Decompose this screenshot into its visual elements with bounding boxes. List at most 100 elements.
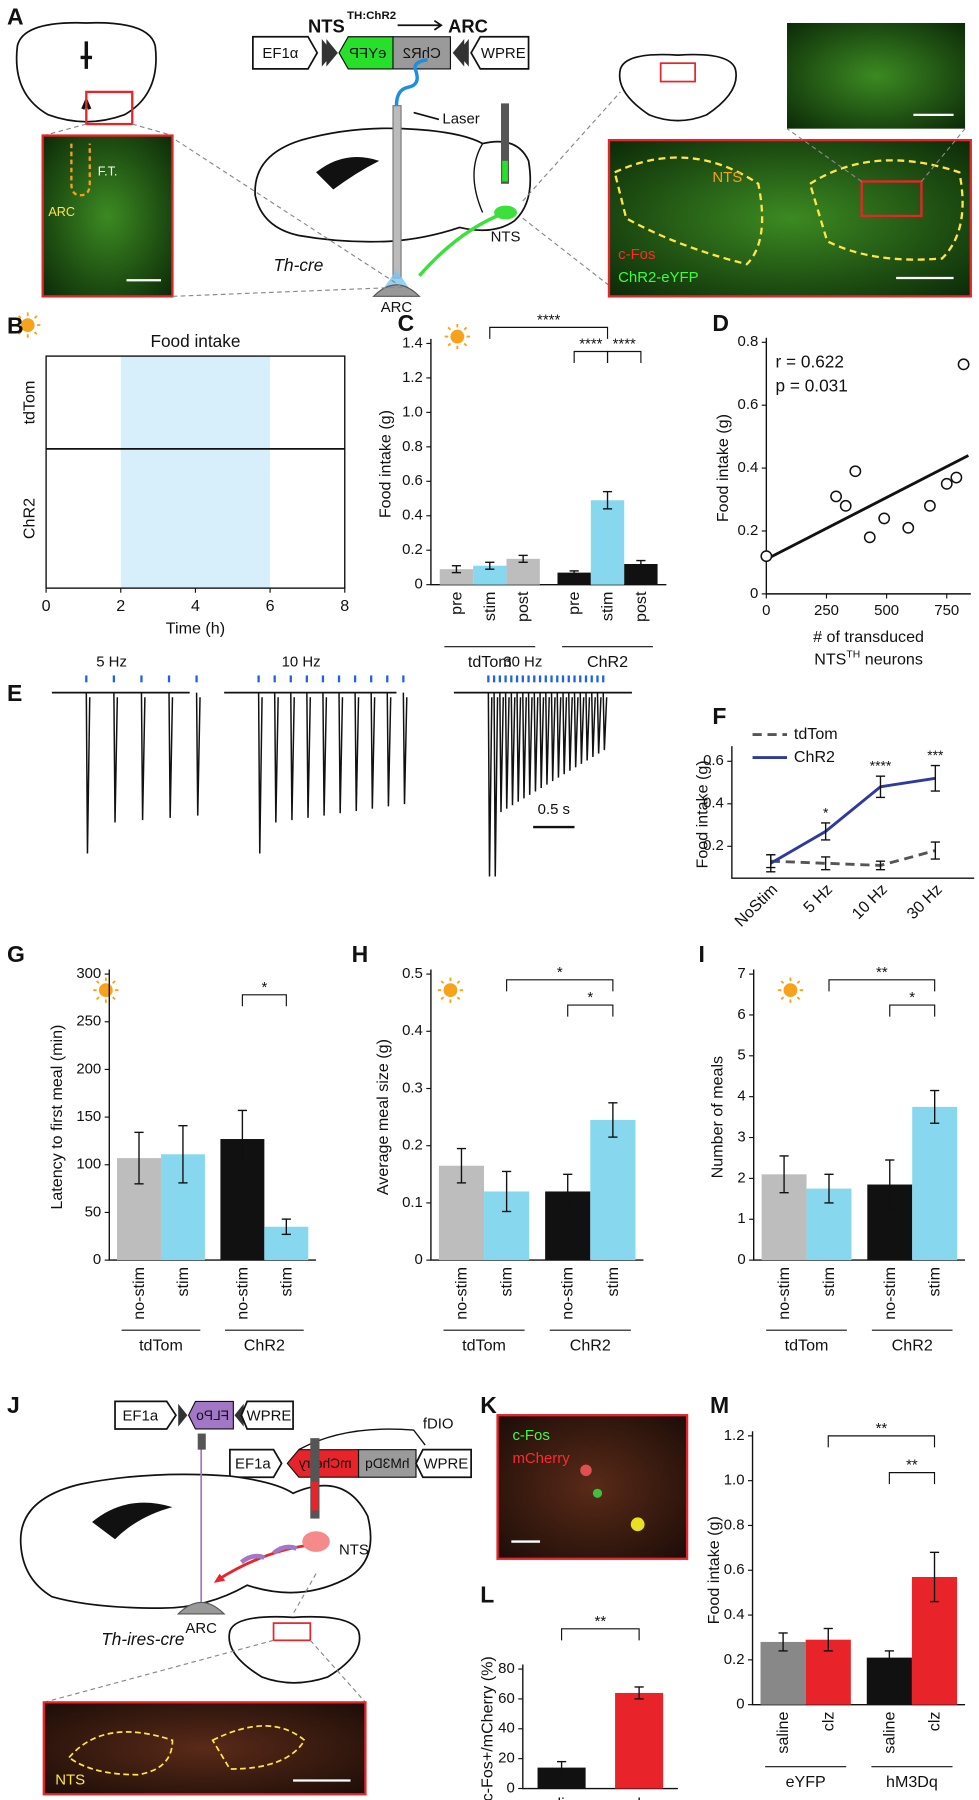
fit-line xyxy=(765,454,970,561)
panel-letter: D xyxy=(712,310,729,336)
injector-virus xyxy=(502,160,508,182)
y-tick-label: 1.2 xyxy=(724,1427,745,1444)
construct-label: ChR2 xyxy=(403,45,441,62)
cell xyxy=(592,1488,603,1498)
panel-letter: A xyxy=(7,3,24,29)
x-tick-label: stim xyxy=(599,592,617,621)
annotation: p = 0.031 xyxy=(776,376,848,396)
panel-letter: K xyxy=(480,1392,497,1418)
construct-box xyxy=(286,1449,360,1478)
error-bar xyxy=(824,1173,834,1204)
trace-spike xyxy=(386,692,392,807)
x-axis-label: NTSTH neurons xyxy=(814,650,923,669)
significance-bracket xyxy=(567,1004,614,1017)
bar xyxy=(760,1641,806,1705)
y-tick-label: 1.2 xyxy=(402,369,423,386)
error-bar xyxy=(930,841,940,860)
brain-section xyxy=(228,1615,361,1684)
trace-spike xyxy=(290,692,295,821)
construct-label: mCherry xyxy=(299,1456,352,1471)
y-tick-label: 0.2 xyxy=(724,1651,745,1668)
arrow xyxy=(413,111,440,121)
y-tick-label: 0 xyxy=(750,585,758,602)
group-label: tdTom xyxy=(139,1337,183,1355)
x-tick-label: no-stim xyxy=(233,1267,251,1320)
trace-spike xyxy=(487,692,493,877)
image-label: NTS xyxy=(712,169,742,186)
light-phase-icon xyxy=(443,323,471,351)
panel-letter: B xyxy=(7,312,24,338)
significance-bracket xyxy=(606,350,642,363)
error-bar xyxy=(608,1102,618,1138)
series-line xyxy=(770,849,936,867)
light-phase-icon xyxy=(776,976,805,1004)
y-tick-label: 80 xyxy=(498,1660,515,1677)
x-tick-label: 750 xyxy=(934,602,959,619)
error-bar xyxy=(823,1627,833,1652)
bar xyxy=(912,1106,958,1261)
label-part: NTS xyxy=(814,651,846,669)
y-axis-label: c-Fos+/mCherry (%) xyxy=(479,1656,497,1800)
construct-box xyxy=(114,1400,177,1430)
image-label: mCherry xyxy=(512,1450,570,1467)
y-tick-label: 0 xyxy=(415,576,423,593)
error-bar xyxy=(456,1147,467,1184)
error-bar xyxy=(875,860,886,871)
x-tick-label: 6 xyxy=(266,597,275,615)
y-tick-label: 1.4 xyxy=(402,334,423,351)
trace-spike xyxy=(338,692,344,814)
bar xyxy=(506,558,540,585)
construct-label: WPRE xyxy=(423,1456,468,1473)
lox xyxy=(321,39,338,67)
trace-spike xyxy=(568,692,573,771)
stim-window xyxy=(120,356,271,589)
x-tick-label: no-stim xyxy=(130,1267,148,1320)
panel-letter: F xyxy=(712,703,726,729)
title: ARC xyxy=(448,15,488,36)
y-tick-label: 100 xyxy=(76,1156,101,1173)
error-bar xyxy=(485,561,495,570)
trace-spike xyxy=(510,692,516,806)
construct-box xyxy=(252,35,319,70)
significance-bracket xyxy=(828,979,936,992)
trace-spike xyxy=(85,692,91,854)
panel-letter: H xyxy=(352,941,369,967)
micrograph xyxy=(607,138,972,298)
significance-label: **** xyxy=(870,759,892,774)
group-label: ChR2 xyxy=(570,1337,611,1355)
bar xyxy=(590,500,625,585)
outline xyxy=(67,1725,306,1776)
panel-letter: I xyxy=(699,941,705,967)
y-tick-label: 1.0 xyxy=(402,403,423,420)
y-axis-label: Food intake (g) xyxy=(693,760,711,868)
y-tick-label: 0.1 xyxy=(402,1194,423,1211)
error-bar xyxy=(884,1650,894,1666)
significance-bracket xyxy=(241,994,287,1007)
y-tick-label: 200 xyxy=(76,1060,101,1077)
point xyxy=(957,358,970,371)
bar xyxy=(615,1692,664,1789)
significance-bracket xyxy=(573,350,609,363)
x-tick-label: pre xyxy=(565,592,583,615)
panel-letter: M xyxy=(710,1392,729,1418)
label-part: neurons xyxy=(865,651,923,669)
micrograph xyxy=(42,1701,367,1796)
arrow-head xyxy=(213,1573,226,1583)
label: ARC xyxy=(185,1620,217,1637)
y-tick-label: 20 xyxy=(498,1750,515,1767)
brain-detail xyxy=(316,156,380,190)
point xyxy=(940,477,953,490)
y-tick-label: 0.2 xyxy=(703,837,724,854)
outline xyxy=(613,156,964,266)
group-label: tdTom xyxy=(785,1337,829,1355)
construct-box xyxy=(357,1449,417,1478)
label: NTS xyxy=(491,229,521,246)
panel-letter: L xyxy=(480,1582,494,1608)
y-tick-label: 0.6 xyxy=(738,396,759,413)
construct-box xyxy=(338,36,394,70)
light-cone xyxy=(382,269,411,290)
zoom-lines xyxy=(786,128,966,182)
roi-box xyxy=(659,62,696,83)
x-tick-label: no-stim xyxy=(775,1267,793,1320)
y-tick-label: 0.2 xyxy=(738,522,759,539)
